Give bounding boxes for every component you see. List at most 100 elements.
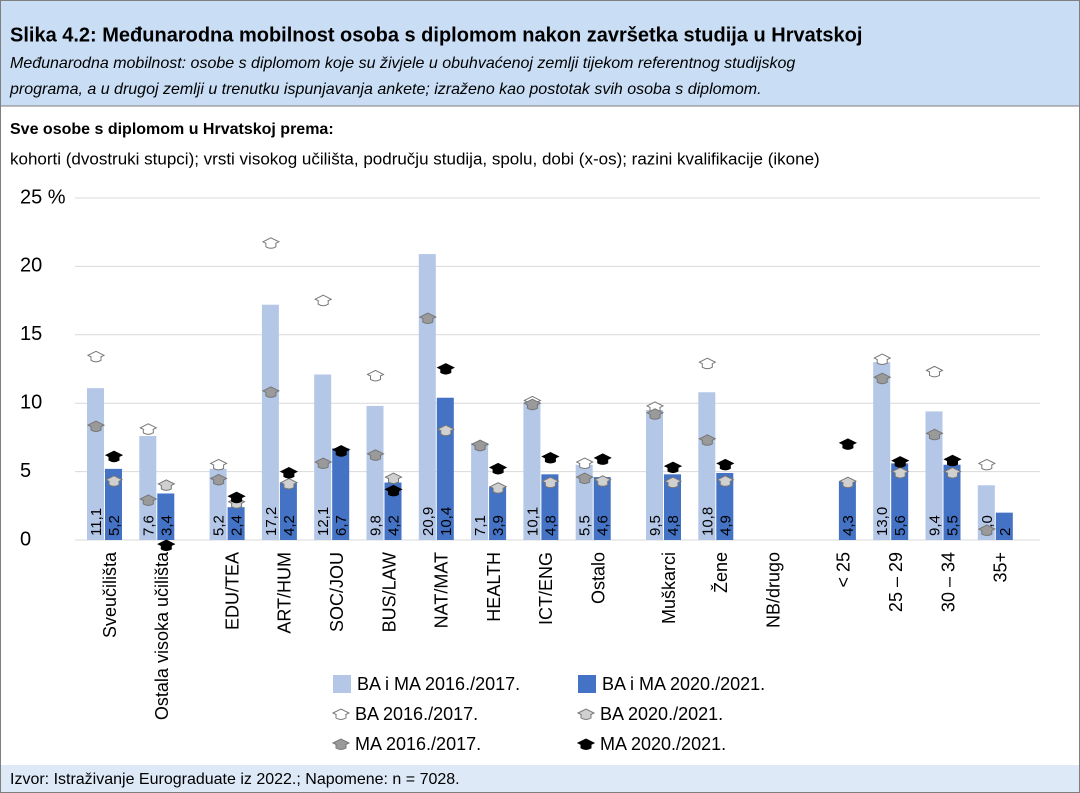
icon: [838, 476, 858, 489]
icon-base: [597, 459, 609, 465]
icon-base: [947, 473, 958, 479]
bar: [575, 464, 593, 540]
icon-base: [388, 490, 399, 497]
value-label: 9,5: [647, 515, 664, 536]
icon-base: [894, 462, 906, 468]
icon: [227, 491, 246, 504]
value-label: 4,2: [385, 515, 402, 536]
legend-swatch: [578, 675, 596, 693]
icon-base: [894, 473, 906, 479]
bar: [314, 374, 332, 540]
icon: [488, 482, 508, 494]
title: Slika 4.2: Međunarodna mobilnost osoba s…: [10, 24, 862, 46]
bar: [541, 474, 559, 540]
value-label: 12,1: [315, 507, 332, 536]
icon: [104, 475, 124, 487]
x-tick-label: Muškarci: [659, 552, 679, 624]
icon: [86, 350, 106, 363]
x-tick-label: Žene: [711, 552, 731, 593]
icon-base: [213, 464, 225, 471]
legend-label: MA 2016./2017.: [355, 734, 481, 754]
bar: [646, 410, 663, 540]
value-label: 4,6: [595, 515, 612, 536]
icon-base: [335, 744, 347, 750]
icon: [261, 237, 281, 249]
value-label: 13,0: [874, 507, 891, 536]
icon: [943, 454, 962, 467]
icon-base: [283, 484, 295, 490]
legend-label: BA i MA 2016./2017.: [357, 674, 520, 694]
value-label: 5,5: [577, 515, 594, 536]
icon-base: [929, 434, 940, 441]
value-label: 5,5: [944, 515, 961, 536]
icon-base: [422, 318, 434, 325]
icon: [698, 357, 717, 370]
icon: [575, 457, 594, 470]
footer-box: [0, 765, 1080, 793]
bar: [664, 474, 681, 540]
x-tick-label: 35+: [991, 552, 1011, 583]
icon: [314, 457, 333, 470]
x-tick-label: NB/drugo: [763, 552, 783, 628]
bar: [261, 304, 279, 540]
legend-label: BA 2016./2017.: [355, 704, 478, 724]
icon-base: [981, 530, 993, 537]
icon-base: [160, 545, 172, 552]
icon-base: [108, 456, 120, 463]
bar: [209, 468, 227, 540]
icon-base: [876, 378, 888, 385]
icon: [925, 428, 944, 441]
icon-base: [580, 714, 592, 720]
value-label: 5,6: [892, 515, 909, 536]
icon-base: [90, 356, 102, 363]
bar: [943, 464, 961, 540]
icon: [943, 467, 962, 479]
icon: [436, 363, 455, 375]
icon: [873, 353, 892, 366]
value-label: 5,2: [211, 515, 228, 536]
x-tick-label: ICT/ENG: [536, 552, 556, 625]
icon: [314, 294, 333, 307]
bar: [105, 468, 122, 540]
legend-icon: [576, 708, 596, 720]
icon-base: [842, 482, 854, 489]
icon-base: [265, 392, 277, 398]
legend-icon: [331, 738, 351, 750]
description: kohorti (dvostruki stupci); vrsti visoko…: [10, 149, 820, 168]
icon-base: [440, 430, 452, 437]
icon-base: [440, 369, 452, 375]
icon: [261, 386, 281, 398]
y-tick-label: 10: [20, 391, 42, 413]
icon-base: [492, 488, 504, 494]
value-label: 20,9: [420, 507, 437, 536]
subtitle: Međunarodna mobilnost: osobe s diplomom …: [10, 55, 795, 72]
x-tick-label: 30 – 34: [938, 552, 958, 612]
x-tick-label: SOC/JOU: [327, 552, 347, 632]
icon: [157, 479, 176, 491]
icon: [523, 398, 542, 411]
icon: [209, 473, 228, 486]
x-tick-label: ART/HUM: [275, 552, 295, 634]
value-label: 2: [997, 528, 1014, 536]
bar: [925, 411, 943, 540]
icon-base: [526, 404, 538, 411]
value-label: 4,8: [542, 515, 559, 536]
value-label: 10,1: [524, 507, 541, 536]
icon: [488, 462, 508, 475]
icon-base: [231, 497, 243, 504]
bar: [332, 448, 350, 540]
value-label: 7,1: [472, 515, 489, 536]
value-label: 4,8: [665, 515, 682, 536]
icon-base: [160, 485, 172, 491]
icon-base: [701, 440, 713, 446]
x-tick-label: NAT/MAT: [432, 552, 452, 628]
icon: [891, 467, 910, 479]
legend-swatch: [333, 675, 351, 693]
value-label: 4,9: [717, 515, 734, 536]
icon: [436, 424, 455, 437]
icon: [86, 420, 106, 433]
icon-base: [579, 463, 591, 470]
value-label: 9,8: [367, 515, 384, 536]
icon: [716, 475, 735, 487]
